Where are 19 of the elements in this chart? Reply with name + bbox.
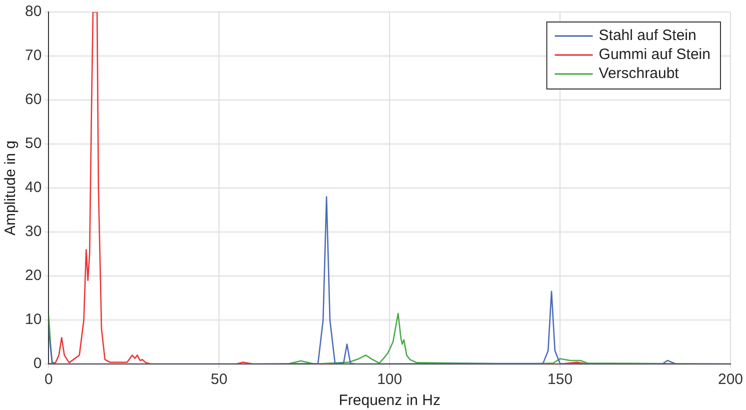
legend-label: Stahl auf Stein [598,27,696,44]
y-tick-label: 0 [33,355,42,372]
y-tick-label: 50 [24,135,42,152]
y-tick-label: 80 [24,3,42,20]
y-tick-label: 30 [24,223,42,240]
legend-label: Verschraubt [598,65,680,82]
x-axis-title: Frequenz in Hz [338,392,440,410]
x-tick-label: 0 [44,371,53,388]
y-tick-label: 70 [24,47,42,64]
y-axis-title: Amplitude in g [2,140,20,236]
y-tick-label: 20 [24,267,42,284]
x-tick-label: 100 [377,371,402,388]
x-tick-label: 50 [210,371,228,388]
legend-label: Gummi auf Stein [598,46,710,64]
x-tick-label: 150 [548,371,573,388]
y-tick-label: 60 [24,91,42,108]
y-tick-label: 40 [24,179,42,196]
y-tick-label: 10 [24,311,42,328]
x-tick-label: 200 [718,371,743,388]
